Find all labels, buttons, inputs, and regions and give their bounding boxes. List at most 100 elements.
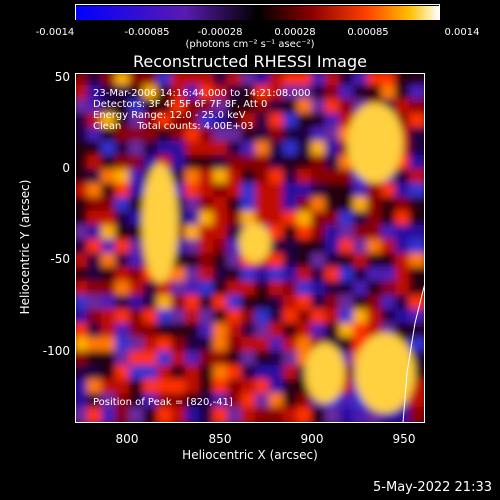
- pixel: [227, 309, 245, 327]
- pixel: [395, 239, 413, 257]
- pixel: [297, 393, 315, 411]
- pixel: [227, 351, 245, 369]
- pixel: [227, 99, 245, 117]
- pixel: [115, 113, 133, 131]
- pixel: [283, 183, 301, 201]
- pixel: [199, 141, 217, 159]
- pixel: [325, 323, 343, 341]
- pixel: [213, 99, 231, 117]
- pixel: [283, 169, 301, 187]
- pixel: [409, 183, 425, 201]
- pixel: [269, 141, 287, 159]
- pixel: [199, 393, 217, 411]
- pixel: [297, 225, 315, 243]
- pixel: [157, 141, 175, 159]
- pixel: [283, 253, 301, 271]
- pixel: [87, 253, 105, 271]
- pixel: [157, 295, 175, 313]
- pixel: [311, 211, 329, 229]
- clean-counts: Clean Total counts: 4.00E+03: [93, 121, 254, 132]
- pixel: [115, 169, 133, 187]
- pixel: [269, 379, 287, 397]
- pixel: [101, 211, 119, 229]
- pixel: [227, 281, 245, 299]
- pixel: [269, 267, 287, 285]
- pixel: [143, 351, 161, 369]
- pixel: [409, 211, 425, 229]
- bright-source: [239, 223, 271, 263]
- pixel: [199, 379, 217, 397]
- pixel: [171, 379, 189, 397]
- pixel: [255, 309, 273, 327]
- pixel: [129, 337, 147, 355]
- pixel: [297, 281, 315, 299]
- pixel: [353, 183, 371, 201]
- pixel: [129, 155, 147, 173]
- pixel: [269, 393, 287, 411]
- pixel: [213, 211, 231, 229]
- pixel: [199, 407, 217, 423]
- pixel: [199, 365, 217, 383]
- pixel: [143, 379, 161, 397]
- pixel: [311, 197, 329, 215]
- pixel: [241, 183, 259, 201]
- pixel: [227, 253, 245, 271]
- pixel: [409, 309, 425, 327]
- pixel: [185, 253, 203, 271]
- pixel: [171, 337, 189, 355]
- pixel: [325, 309, 343, 327]
- pixel: [199, 197, 217, 215]
- pixel: [283, 407, 301, 423]
- pixel: [129, 183, 147, 201]
- pixel: [269, 337, 287, 355]
- pixel: [115, 351, 133, 369]
- pixel: [129, 295, 147, 313]
- pixel: [367, 267, 385, 285]
- pixel: [185, 127, 203, 145]
- pixel: [297, 85, 315, 103]
- pixel: [381, 267, 399, 285]
- pixel: [199, 183, 217, 201]
- pixel: [325, 127, 343, 145]
- pixel: [185, 155, 203, 173]
- pixel: [129, 281, 147, 299]
- pixel: [143, 337, 161, 355]
- pixel: [381, 197, 399, 215]
- pixel: [409, 155, 425, 173]
- pixel: [227, 323, 245, 341]
- pixel: [297, 169, 315, 187]
- pixel: [171, 295, 189, 313]
- colorbar-tick: -0.00085: [124, 27, 170, 38]
- pixel: [241, 197, 259, 215]
- x-tick: 900: [300, 432, 324, 446]
- pixel: [87, 155, 105, 173]
- pixel: [339, 393, 357, 411]
- pixel: [199, 239, 217, 257]
- pixel: [297, 211, 315, 229]
- pixel: [199, 295, 217, 313]
- pixel: [213, 127, 231, 145]
- bright-source: [355, 333, 415, 413]
- pixel: [87, 211, 105, 229]
- pixel: [409, 281, 425, 299]
- pixel: [185, 393, 203, 411]
- pixel: [283, 141, 301, 159]
- pixel: [283, 239, 301, 257]
- pixel: [297, 337, 315, 355]
- pixel: [185, 323, 203, 341]
- pixel: [171, 309, 189, 327]
- pixel: [409, 99, 425, 117]
- pixel: [227, 407, 245, 423]
- pixel: [381, 183, 399, 201]
- pixel: [409, 267, 425, 285]
- colorbar-units: (photons cm⁻² s⁻¹ asec⁻²): [185, 39, 315, 50]
- pixel: [241, 99, 259, 117]
- pixel: [409, 85, 425, 103]
- pixel: [395, 85, 413, 103]
- pixel: [255, 365, 273, 383]
- pixel: [283, 337, 301, 355]
- pixel: [87, 239, 105, 257]
- pixel: [311, 225, 329, 243]
- pixel: [157, 99, 175, 117]
- pixel: [87, 141, 105, 159]
